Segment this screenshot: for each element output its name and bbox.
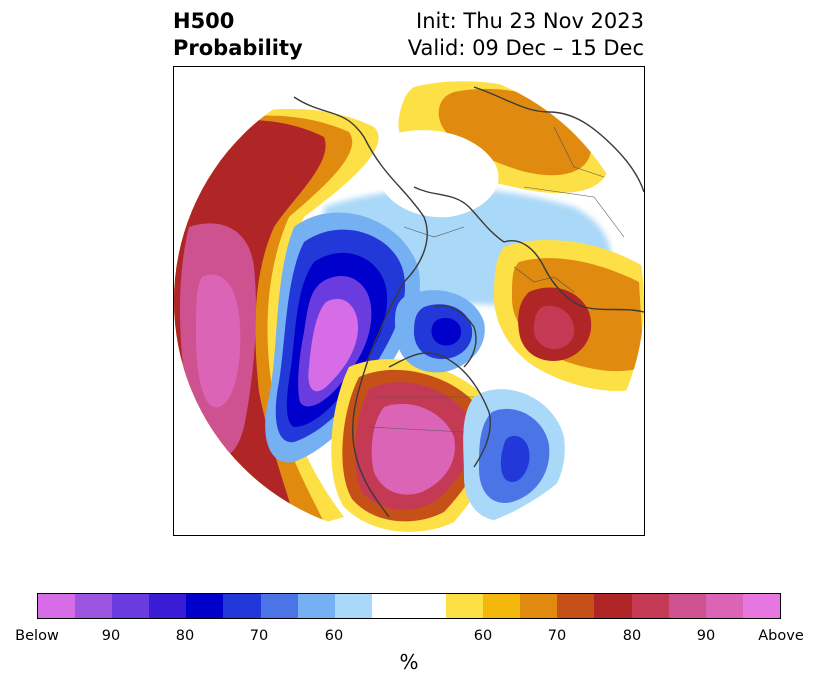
colorbar-cell bbox=[668, 594, 706, 618]
colorbar-cell bbox=[557, 594, 595, 618]
colorbar-tick-label: 70 bbox=[249, 628, 269, 644]
colorbar-cell bbox=[594, 594, 632, 618]
map-subtitle: Init: Thu 23 Nov 2023 Valid: 09 Dec – 15… bbox=[408, 8, 644, 62]
colorbar-cell bbox=[408, 594, 447, 618]
colorbar-cell bbox=[483, 594, 521, 618]
colorbar-cell bbox=[742, 594, 780, 618]
borders bbox=[368, 126, 625, 433]
colorbar-cell bbox=[75, 594, 113, 618]
colorbar-cell bbox=[334, 594, 372, 618]
colorbar-cell bbox=[149, 594, 187, 618]
colorbar-cell bbox=[371, 594, 409, 618]
colorbar-cell bbox=[631, 594, 669, 618]
hudson-below-80 bbox=[431, 317, 462, 346]
probability-map bbox=[174, 67, 644, 535]
colorbar-tick-label: 80 bbox=[175, 628, 195, 644]
colorbar-tick-label: 90 bbox=[101, 628, 121, 644]
colorbar-cell bbox=[520, 594, 558, 618]
map-title: H500 Probability bbox=[173, 8, 303, 62]
colorbar-cell bbox=[297, 594, 335, 618]
coastlines bbox=[293, 86, 644, 518]
atlantic-below-80 bbox=[500, 435, 530, 483]
colorbar-tick-label: 80 bbox=[622, 628, 642, 644]
colorbar-cell bbox=[260, 594, 298, 618]
probability-shading bbox=[174, 67, 644, 535]
colorbar-unit-label: % bbox=[399, 650, 419, 674]
map-panel bbox=[173, 66, 645, 536]
variable-label: H500 bbox=[173, 9, 235, 33]
pacific-above-center bbox=[196, 274, 241, 408]
colorbar-cell bbox=[112, 594, 150, 618]
init-label: Init: Thu 23 Nov 2023 bbox=[416, 9, 644, 33]
product-label: Probability bbox=[173, 36, 303, 60]
colorbar-tick-label: 60 bbox=[473, 628, 493, 644]
colorbar-tick-label: Below bbox=[15, 628, 59, 644]
colorbar-cell bbox=[446, 594, 484, 618]
gulf-below-center bbox=[308, 298, 359, 392]
colorbar-cell bbox=[186, 594, 224, 618]
arctic-neutral bbox=[374, 130, 499, 218]
colorbar-tick-label: 90 bbox=[696, 628, 716, 644]
colorbar-tick-label: 70 bbox=[547, 628, 567, 644]
us-above-90 bbox=[371, 403, 455, 495]
colorbar-tick-label: 60 bbox=[324, 628, 344, 644]
probability-colorbar bbox=[37, 593, 781, 619]
colorbar-cell bbox=[705, 594, 743, 618]
eurasia-above-90 bbox=[533, 305, 575, 350]
colorbar-cell bbox=[38, 594, 76, 618]
valid-label: Valid: 09 Dec – 15 Dec bbox=[407, 36, 644, 60]
colorbar-tick-label: Above bbox=[758, 628, 804, 644]
colorbar-cell bbox=[223, 594, 261, 618]
